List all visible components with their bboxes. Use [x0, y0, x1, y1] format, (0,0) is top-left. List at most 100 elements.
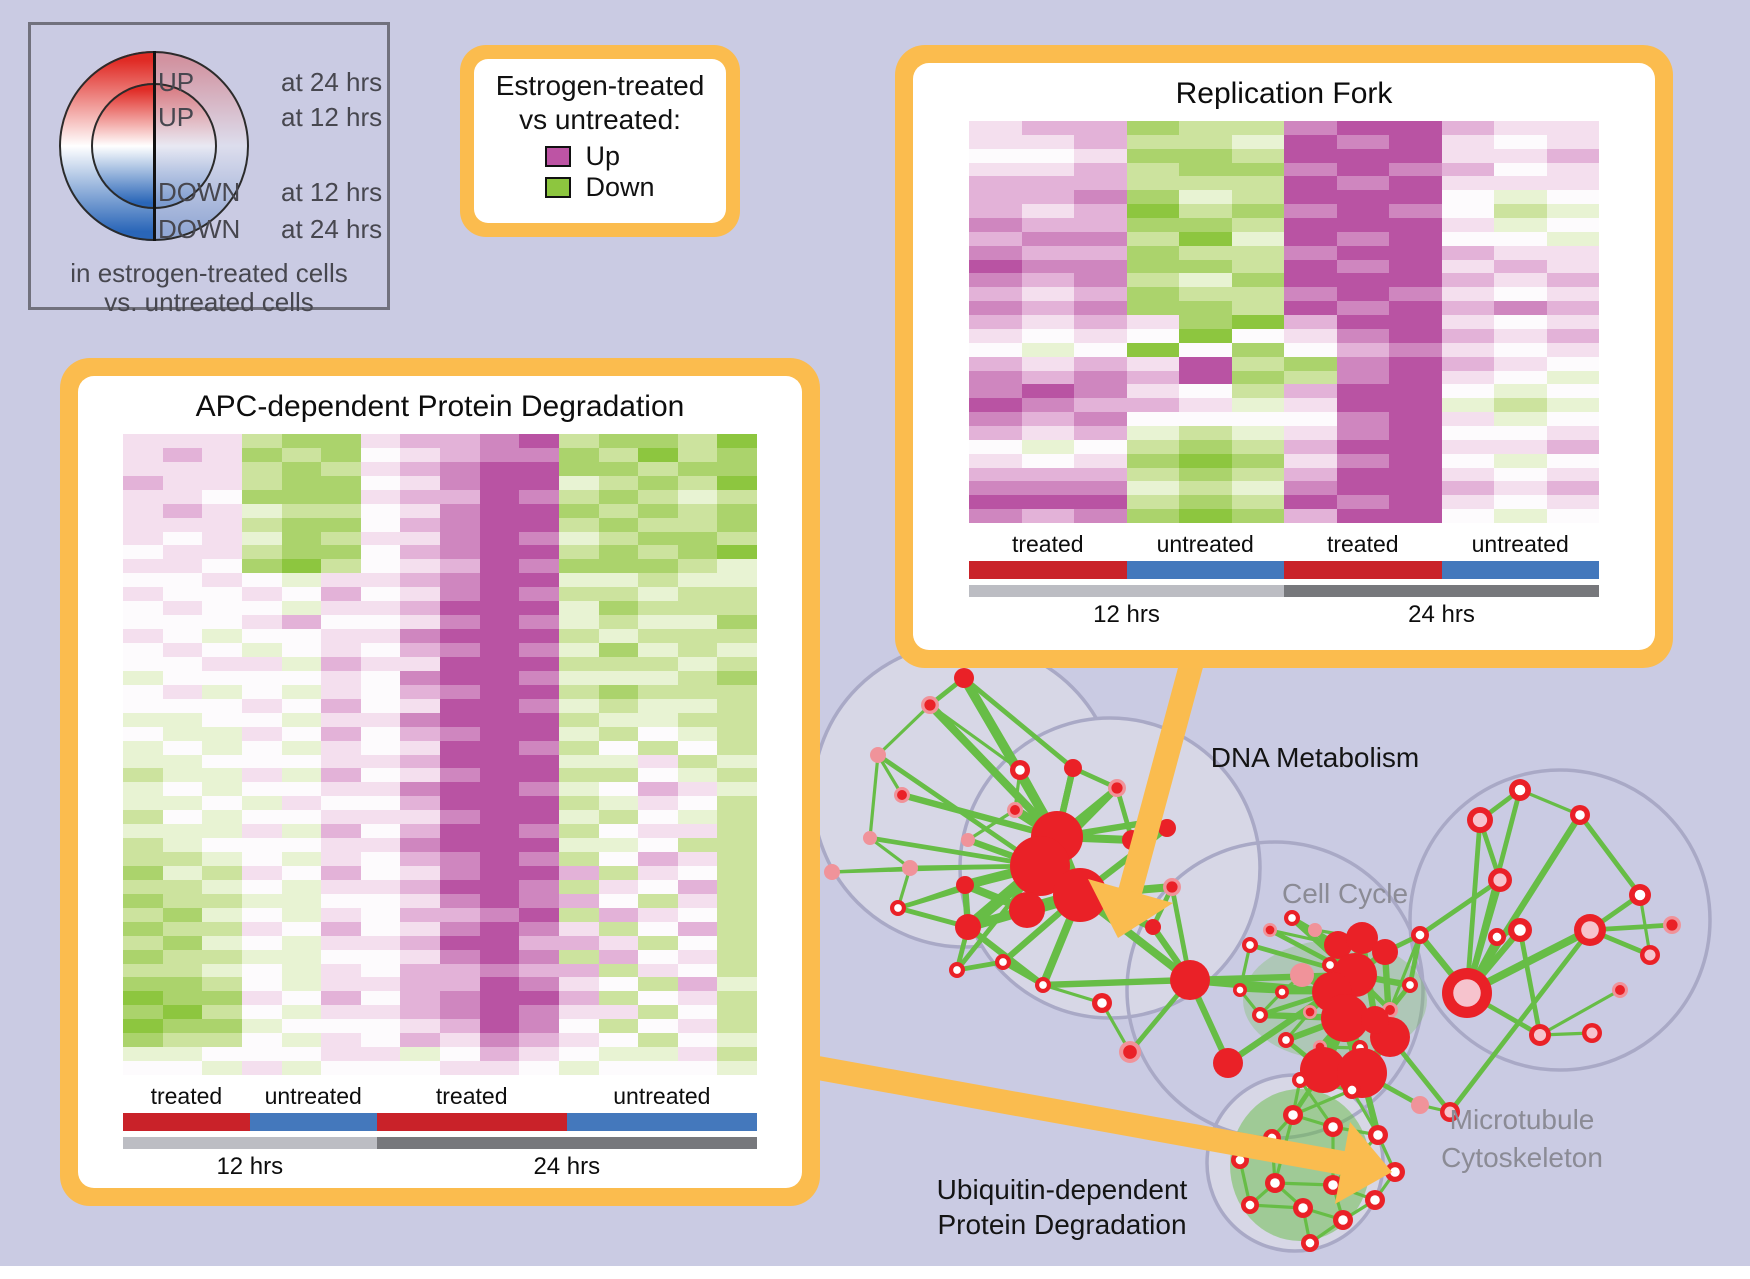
heatmap-cell	[638, 1061, 678, 1075]
heatmap-cell	[479, 670, 520, 685]
heatmap-cell	[162, 684, 203, 699]
heatmap-cell	[241, 782, 282, 797]
heatmap-cell	[202, 907, 242, 922]
heatmap-cell	[440, 587, 480, 602]
heatmap-cell	[440, 489, 480, 504]
heatmap-cell	[1179, 425, 1232, 440]
heatmap-cell	[1389, 481, 1442, 496]
heatmap-cell	[479, 489, 520, 504]
heatmap-cell	[1284, 384, 1337, 399]
heatmap-cell	[1336, 148, 1389, 163]
network-node-ring-center	[1298, 1203, 1308, 1213]
repfork-heatmap-panel: Replication Fork treated untreated treat…	[895, 45, 1673, 668]
heatmap-cell	[400, 587, 440, 602]
heatmap-cell	[1389, 121, 1442, 135]
heatmap-cell	[479, 782, 520, 797]
heatmap-cell	[677, 782, 718, 797]
network-node-ring-center	[1328, 1180, 1338, 1190]
heatmap-cell	[1546, 467, 1599, 482]
heatmap-cell	[400, 726, 440, 741]
heatmap-cell	[202, 656, 242, 671]
heatmap-cell	[1021, 481, 1074, 496]
heatmap-cell	[400, 1061, 440, 1075]
heatmap-cell	[717, 698, 757, 713]
apc-group-label: treated	[150, 1083, 223, 1109]
heatmap-cell	[519, 656, 559, 671]
heatmap-cell	[1546, 273, 1599, 288]
heatmap-cell	[202, 921, 242, 936]
heatmap-cell	[1336, 218, 1389, 232]
heatmap-cell	[440, 447, 480, 462]
heatmap-cell	[1284, 370, 1337, 385]
heatmap-cell	[677, 949, 718, 964]
network-node-solid	[1300, 1047, 1346, 1093]
heatmap-cell	[281, 447, 322, 462]
heatmap-cell	[969, 315, 1022, 329]
heatmap-cell	[162, 963, 203, 978]
heatmap-cell	[202, 670, 242, 685]
heatmap-cell	[677, 573, 718, 588]
heatmap-cell	[1231, 204, 1284, 219]
ring-legend-time: at 24 hrs	[281, 214, 383, 244]
heatmap-cell	[717, 1033, 757, 1048]
heatmap-cell	[1389, 453, 1442, 468]
heatmap-cell	[1284, 218, 1337, 232]
heatmap-cell	[440, 865, 480, 880]
heatmap-cell	[519, 921, 559, 936]
heatmap-cell	[123, 921, 163, 936]
heatmap-cell	[479, 963, 520, 978]
heatmap-cell	[202, 545, 242, 560]
apc-heatmap-panel: APC-dependent Protein Degradation treate…	[60, 358, 820, 1206]
heatmap-cell	[598, 907, 639, 922]
heatmap-cell	[638, 796, 678, 811]
heatmap-cell	[1179, 342, 1232, 357]
heatmap-cell	[241, 684, 282, 699]
network-edge	[1042, 976, 1191, 989]
network-node-halo-center	[1111, 782, 1123, 794]
heatmap-cell	[1126, 190, 1179, 205]
heatmap-cell	[1441, 148, 1494, 163]
heatmap-cell	[321, 754, 361, 769]
heatmap-cell	[123, 907, 163, 922]
heatmap-cell	[558, 921, 599, 936]
heatmap-cell	[558, 1019, 599, 1034]
heatmap-cell	[717, 726, 757, 741]
heatmap-cell	[1284, 162, 1337, 177]
heatmap-cell	[241, 559, 282, 574]
heatmap-cell	[677, 907, 718, 922]
heatmap-cell	[479, 977, 520, 992]
heatmap-cell	[440, 782, 480, 797]
heatmap-cell	[519, 461, 559, 476]
heatmap-cell	[400, 601, 440, 616]
heatmap-cell	[321, 1033, 361, 1048]
network-node-ring-center	[1246, 941, 1254, 949]
heatmap-cell	[1126, 287, 1179, 302]
network-edge	[929, 703, 1021, 772]
heatmap-cell	[558, 977, 599, 992]
heatmap-cell	[598, 573, 639, 588]
heatmap-cell	[241, 629, 282, 644]
heatmap-cell	[519, 573, 559, 588]
heatmap-cell	[1231, 162, 1284, 177]
heatmap-cell	[241, 545, 282, 560]
heatmap-cell	[1494, 425, 1547, 440]
heatmap-cell	[519, 907, 559, 922]
heatmap-cell	[400, 559, 440, 574]
network-node-ring-center	[1015, 765, 1025, 775]
heatmap-cell	[1389, 204, 1442, 219]
heatmap-cell	[1441, 245, 1494, 260]
heatmap-cell	[1021, 273, 1074, 288]
heatmap-cell	[1494, 495, 1547, 510]
heatmap-cell	[1336, 245, 1389, 260]
heatmap-cell	[400, 796, 440, 811]
heatmap-cell	[638, 684, 678, 699]
heatmap-cell	[202, 517, 242, 532]
heatmap-cell	[123, 977, 163, 992]
heatmap-cell	[638, 447, 678, 462]
heatmap-cell	[123, 629, 163, 644]
heatmap-cell	[717, 475, 757, 490]
heatmap-cell	[202, 643, 242, 657]
heatmap-cell	[1231, 356, 1284, 371]
heatmap-cell	[1546, 287, 1599, 302]
